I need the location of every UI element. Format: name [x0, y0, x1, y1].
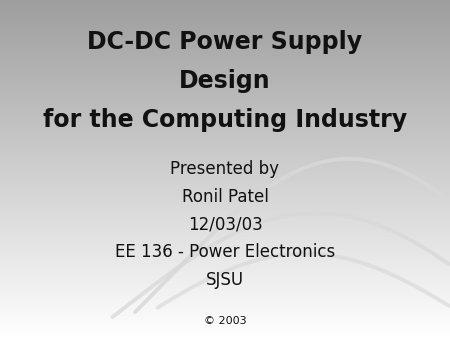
- Text: for the Computing Industry: for the Computing Industry: [43, 108, 407, 132]
- Text: EE 136 - Power Electronics: EE 136 - Power Electronics: [115, 243, 335, 261]
- Text: SJSU: SJSU: [206, 271, 244, 289]
- Text: DC-DC Power Supply: DC-DC Power Supply: [87, 30, 363, 54]
- Text: Design: Design: [179, 69, 271, 93]
- Text: © 2003: © 2003: [204, 316, 246, 326]
- Text: 12/03/03: 12/03/03: [188, 215, 262, 234]
- Text: Presented by: Presented by: [171, 160, 279, 178]
- Text: Ronil Patel: Ronil Patel: [181, 188, 269, 206]
